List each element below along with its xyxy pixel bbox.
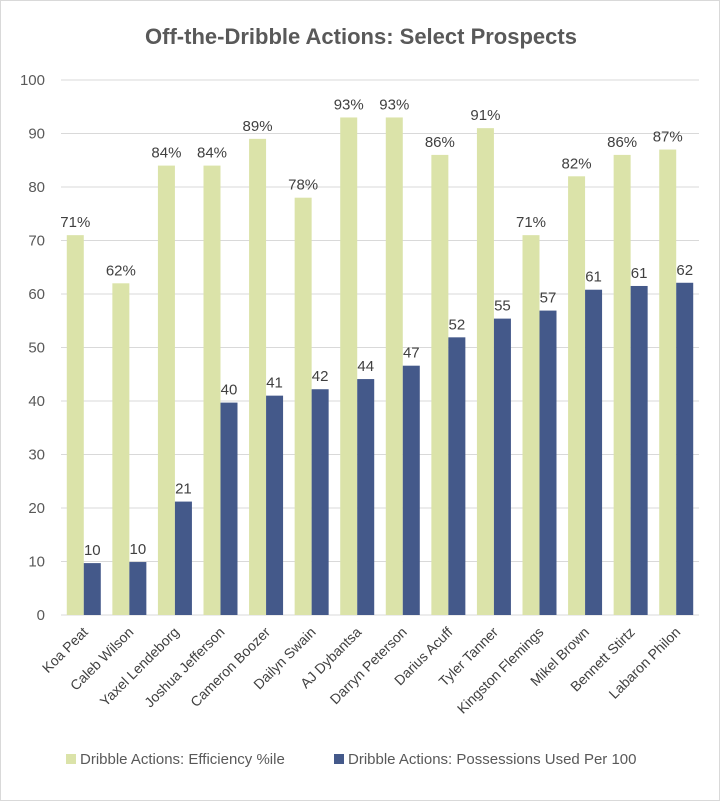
y-tick-label: 100 [20,72,45,89]
category-label-7: Darryn Peterson [327,624,410,707]
possessions-label-5: 42 [312,368,329,385]
chart-title: Off-the-Dribble Actions: Select Prospect… [145,24,577,49]
possessions-bar-5 [311,389,329,615]
y-tick-label: 0 [37,607,45,624]
possessions-bar-11 [585,289,603,615]
y-tick-label: 60 [28,286,45,303]
efficiency-bar-6 [340,117,358,615]
possessions-bar-4 [266,395,284,615]
efficiency-bar-13 [659,149,677,616]
efficiency-bar-12 [613,154,631,615]
possessions-bar-3 [220,402,238,615]
efficiency-label-3: 84% [197,145,227,162]
efficiency-label-9: 91% [470,107,500,124]
bars [66,117,694,616]
efficiency-bar-8 [431,154,449,615]
efficiency-label-8: 86% [425,134,455,151]
possessions-bar-8 [448,337,466,615]
possessions-bar-10 [539,310,557,615]
possessions-label-10: 57 [540,290,557,307]
possessions-bar-1 [129,562,147,615]
category-label-10: Kingston Flemings [454,624,547,717]
possessions-bar-2 [174,501,192,615]
efficiency-bar-2 [157,165,175,615]
legend-swatch-1 [334,754,344,764]
possessions-label-6: 44 [357,358,374,375]
y-tick-label: 30 [28,447,45,464]
y-tick-label: 70 [28,233,45,250]
possessions-label-8: 52 [449,316,466,333]
possessions-label-2: 21 [175,481,192,498]
y-tick-label: 50 [28,340,45,357]
efficiency-label-13: 87% [653,129,683,146]
efficiency-bar-11 [568,176,586,616]
efficiency-label-5: 78% [288,177,318,194]
efficiency-bar-3 [203,165,221,615]
efficiency-label-7: 93% [379,96,409,113]
possessions-label-11: 61 [585,269,602,286]
possessions-bar-9 [493,318,511,615]
category-label-3: Joshua Jefferson [141,624,228,711]
efficiency-bar-1 [112,283,130,615]
efficiency-label-0: 71% [60,214,90,231]
possessions-label-12: 61 [631,265,648,282]
y-tick-label: 90 [28,126,45,143]
efficiency-bar-5 [294,197,312,615]
legend-label-0: Dribble Actions: Efficiency %ile [80,751,285,768]
efficiency-bar-10 [522,235,540,615]
y-tick-label: 10 [28,554,45,571]
efficiency-label-6: 93% [334,96,364,113]
legend: Dribble Actions: Efficiency %ile Dribble … [66,751,636,768]
possessions-label-13: 62 [676,262,693,279]
efficiency-label-12: 86% [607,134,637,151]
efficiency-bar-7 [385,117,403,615]
y-axis-ticks: 0 10 20 30 40 50 60 70 80 90 100 [20,72,45,624]
possessions-bar-12 [630,285,648,615]
category-label-2: Yaxel Lendeborg [97,624,182,709]
efficiency-bar-0 [66,235,84,615]
category-label-4: Cameron Boozer [187,624,273,710]
legend-label-1: Dribble Actions: Possessions Used Per 10… [348,751,636,768]
efficiency-bar-4 [249,138,267,615]
possessions-bar-0 [83,563,101,615]
legend-swatch-0 [66,754,76,764]
possessions-bar-13 [676,282,694,615]
possessions-label-1: 10 [130,541,147,558]
efficiency-label-4: 89% [243,118,273,135]
y-tick-label: 40 [28,393,45,410]
possessions-bar-7 [402,365,420,615]
possessions-bar-6 [357,379,375,615]
efficiency-label-1: 62% [106,262,136,279]
possessions-label-9: 55 [494,298,511,315]
possessions-label-4: 41 [266,375,283,392]
efficiency-label-2: 84% [151,145,181,162]
possessions-label-7: 47 [403,345,420,362]
efficiency-bar-9 [476,128,494,615]
y-tick-label: 80 [28,179,45,196]
y-tick-label: 20 [28,500,45,517]
efficiency-label-10: 71% [516,214,546,231]
data-labels: 71% 10 62% 10 84% 21 84% 40 89% 41 78% 42 93% 44 93% 47… [60,96,693,559]
efficiency-label-11: 82% [562,155,592,172]
possessions-label-3: 40 [221,382,238,399]
possessions-label-0: 10 [84,542,101,559]
